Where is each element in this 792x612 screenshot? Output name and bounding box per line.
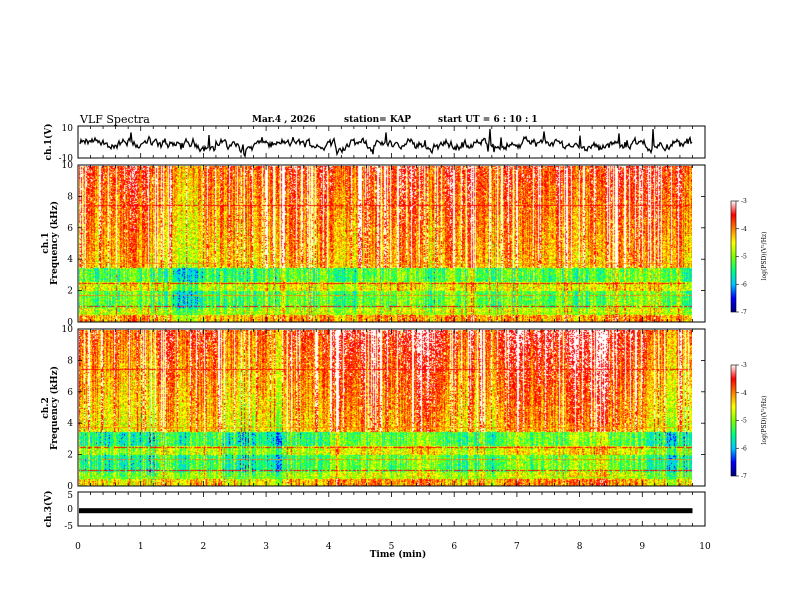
y-tick-label: 8	[67, 356, 73, 366]
y-tick-label: 0	[67, 482, 73, 492]
y-tick-label: 10	[62, 161, 74, 171]
ch3-ytick-mid: 0	[67, 505, 73, 515]
x-tick-label: 6	[451, 542, 457, 552]
ch3-ylabel: ch.3(V)	[43, 491, 54, 528]
ch3-panel: 5 0 -5 ch.3(V) 0 1 2 3 4 5 6 7 8 9 10 Time (min)	[43, 491, 711, 560]
x-tick-label: 8	[577, 542, 583, 552]
colorbar-tick-label: -3	[741, 362, 747, 369]
ch1-colorbar-gradient	[730, 200, 737, 313]
station-label: station= KAP	[344, 115, 411, 125]
colorbar-tick-label: -7	[741, 473, 747, 480]
x-tick-label: 7	[514, 542, 520, 552]
ch3-xticks	[77, 492, 706, 526]
x-tick-label: 10	[699, 542, 711, 552]
spectrogram-raster	[79, 330, 692, 486]
ch1-waveform-panel: 10 -10 ch.1(V)	[43, 124, 706, 164]
figure-title: VLF Spectra	[79, 113, 150, 126]
colorbar-tick-label: -4	[741, 226, 747, 233]
ch1-colorbar: -3 -4 -5 -6 -7 log(PSD)(V²/Hz)	[730, 198, 768, 316]
ch1-colorbar-label: log(PSD)(V²/Hz)	[761, 232, 768, 281]
ch2-spectrogram-ylabel-ch: ch.2	[41, 397, 51, 418]
x-tick-labels: 0 1 2 3 4 5 6 7 8 9 10	[75, 542, 711, 552]
x-tick-label: 9	[639, 542, 645, 552]
y-tick-label: 0	[67, 318, 73, 328]
colorbar-tick-label: -6	[741, 445, 747, 452]
ch1-ytick-bottom: -10	[59, 154, 74, 164]
ch2-colorbar-label: log(PSD)(V²/Hz)	[761, 396, 768, 445]
ch3-signal-line	[79, 508, 693, 514]
ch1-waveform-ylabel: ch.1(V)	[43, 124, 54, 161]
ch2-spectrogram-ylabel-freq: Frequency (kHz)	[49, 366, 60, 450]
colorbar-tick-label: -5	[741, 254, 747, 261]
x-tick-label: 0	[75, 542, 81, 552]
ch1-spectrogram-xticks	[77, 165, 706, 322]
ch1-spectrogram-ylabel-freq: Frequency (kHz)	[49, 201, 60, 285]
ch2-spectrogram-yticks: 0 2 4 6 8 10	[62, 325, 705, 492]
colorbar-tick-label: -7	[741, 309, 747, 316]
ch1-ytick-top: 10	[62, 124, 74, 134]
ch3-ytick-top: 5	[67, 491, 73, 501]
ch1-waveform-ticks	[77, 126, 706, 158]
x-axis-label: Time (min)	[370, 549, 427, 560]
y-tick-label: 2	[67, 287, 73, 297]
ch2-spectrogram-panel: 0 2 4 6 8 10 ch.2 Frequency (kHz)	[41, 325, 706, 492]
start-time-label: start UT = 6 : 10 : 1	[438, 115, 538, 125]
ch1-spectrogram-ylabel-ch: ch.1	[41, 232, 51, 253]
spectrogram-raster	[79, 166, 692, 322]
x-tick-label: 2	[201, 542, 207, 552]
ch2-colorbar-ticks: -3 -4 -5 -6 -7	[736, 362, 747, 480]
ch1-colorbar-ticks: -3 -4 -5 -6 -7	[736, 198, 747, 316]
colorbar-tick-label: -4	[741, 390, 747, 397]
x-tick-label: 4	[326, 542, 332, 552]
colorbar-tick-label: -3	[741, 198, 747, 205]
y-tick-label: 2	[67, 451, 73, 461]
y-tick-label: 6	[67, 388, 73, 398]
ch2-colorbar: -3 -4 -5 -6 -7 log(PSD)(V²/Hz)	[730, 362, 768, 480]
x-tick-label: 1	[138, 542, 144, 552]
ch1-spectrogram-image	[79, 166, 692, 322]
x-tick-label: 5	[389, 542, 395, 552]
ch3-ytick-bottom: -5	[64, 522, 73, 532]
ch1-spectrogram-panel: 0 2 4 6 8 10 ch.1 Frequency (kHz)	[41, 161, 706, 328]
y-tick-label: 6	[67, 224, 73, 234]
ch2-colorbar-gradient	[730, 364, 737, 477]
y-tick-label: 4	[67, 419, 73, 429]
y-tick-label: 4	[67, 255, 73, 265]
ch1-spectrogram-yticks: 0 2 4 6 8 10	[62, 161, 705, 328]
x-tick-label: 3	[263, 542, 269, 552]
date-label: Mar.4 , 2026	[252, 115, 316, 125]
y-tick-label: 8	[67, 192, 73, 202]
colorbar-tick-label: -5	[741, 418, 747, 425]
y-tick-label: 10	[62, 325, 74, 335]
colorbar-tick-label: -6	[741, 281, 747, 288]
ch2-spectrogram-xticks	[77, 329, 706, 486]
ch2-spectrogram-image	[79, 330, 692, 486]
ch1-waveform-line	[79, 128, 693, 159]
